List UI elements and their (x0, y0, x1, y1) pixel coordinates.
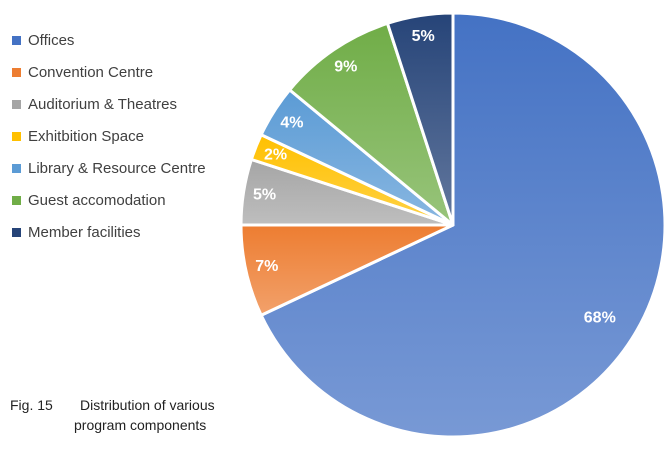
legend-item-library-resource-centre: Library & Resource Centre (12, 152, 206, 184)
legend-item-convention-centre: Convention Centre (12, 56, 206, 88)
legend-item-auditorium-theatres: Auditorium & Theatres (12, 88, 206, 120)
legend-label-guest-accomodation: Guest accomodation (28, 191, 166, 209)
legend-swatch-exhitbition-space (12, 131, 21, 141)
data-label-convention-centre: 7% (255, 258, 278, 275)
legend-swatch-auditorium-theatres (12, 99, 21, 109)
legend-item-exhitbition-space: Exhitbition Space (12, 120, 206, 152)
legend-label-auditorium-theatres: Auditorium & Theatres (28, 95, 177, 113)
slice-member-facilities (385, 11, 455, 227)
data-label-library-resource-centre: 4% (280, 114, 303, 131)
data-label-auditorium-theatres: 5% (253, 187, 276, 204)
legend-label-member-facilities: Member facilities (28, 223, 141, 241)
legend-item-member-facilities: Member facilities (12, 216, 206, 248)
slice-offices (259, 11, 667, 439)
legend-label-library-resource-centre: Library & Resource Centre (28, 159, 206, 177)
legend: Offices Convention Centre Auditorium & The… (12, 24, 206, 248)
legend-swatch-library-resource-centre (12, 163, 21, 173)
caption-number: Fig. 15 (10, 397, 53, 413)
data-label-guest-accomodation: 9% (334, 59, 357, 76)
data-label-exhitbition-space: 2% (264, 146, 287, 163)
data-label-member-facilities: 5% (412, 28, 435, 45)
legend-swatch-convention-centre (12, 67, 21, 77)
slice-guest-accomodation (288, 21, 455, 227)
pie-slices (239, 11, 667, 439)
legend-swatch-guest-accomodation (12, 195, 21, 205)
data-label-offices: 68% (584, 310, 616, 327)
figure-caption: Fig. 15 Distribution of various program c… (10, 395, 215, 435)
caption-line-2: program components (74, 417, 207, 433)
legend-item-offices: Offices (12, 24, 206, 56)
legend-item-guest-accomodation: Guest accomodation (12, 184, 206, 216)
data-labels: 68% 7% 5% 2% 4% 9% 5% (253, 28, 616, 327)
legend-swatch-offices (12, 35, 21, 45)
legend-label-offices: Offices (28, 31, 75, 49)
caption-line-1: Distribution of various (80, 397, 215, 413)
legend-label-convention-centre: Convention Centre (28, 63, 154, 81)
legend-swatch-member-facilities (12, 227, 21, 237)
legend-label-exhitbition-space: Exhitbition Space (28, 127, 144, 145)
